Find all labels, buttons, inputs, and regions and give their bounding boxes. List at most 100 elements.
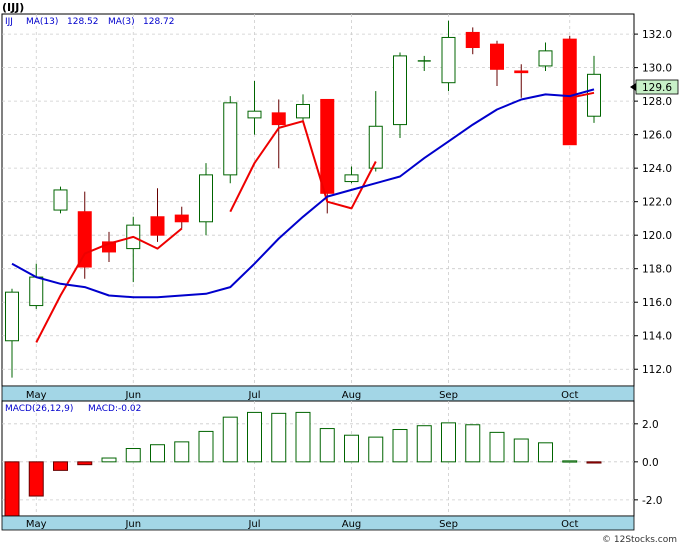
price-ytick-label-7: 126.0 [642,130,672,142]
macd-bar-2 [53,461,68,471]
watermark: © 12Stocks.com [602,535,677,545]
price-ytick-label-2: 116.0 [642,297,672,309]
legend-ma-fast-value: 128.52 [67,17,99,27]
ma-line-1 [11,88,595,299]
macd-bar-6 [150,444,165,463]
price-xtick-label-3: Aug [342,390,362,401]
macd-bar-20 [489,431,505,463]
macd-xtick-label-1: Jun [124,519,141,530]
macd-bar-7 [174,441,190,463]
last-price-box [635,79,679,95]
macd-xtick-label-3: Aug [342,519,362,530]
candle-6 [150,188,165,242]
macd-bar-3 [77,461,93,466]
macd-bar-10 [247,411,262,463]
candle-0 [5,288,19,378]
macd-x-axis-bar [1,515,635,531]
macd-bar-19 [465,424,481,463]
macd-ytick-label-1: 0.0 [642,457,659,469]
macd-value-label: MACD:-0.02 [88,404,141,414]
candle-14 [344,166,359,184]
legend-ma-fast-label: MA(13) [26,17,58,27]
legend-ma-slow-value: 128.72 [143,17,175,27]
macd-bar-18 [441,422,456,463]
price-xtick-label-4: Sep [439,390,458,401]
price-xtick-label-0: May [26,390,47,401]
candle-19 [465,27,480,55]
candle-20 [490,40,504,87]
candle-16 [393,52,407,138]
macd-bar-24 [586,461,602,464]
macd-bar-14 [344,434,359,463]
macd-bar-23 [562,460,578,463]
macd-label: MACD(26,12,9) [5,404,73,414]
price-ytick-label-4: 120.0 [642,230,672,242]
macd-bar-8 [198,430,214,463]
candle-18 [441,20,456,92]
macd-bar-5 [125,448,141,463]
candle-22 [538,42,553,71]
price-x-axis-bar [1,385,635,402]
price-panel [1,13,635,387]
candle-11 [271,99,286,169]
price-ytick-label-6: 124.0 [642,163,672,175]
macd-bar-0 [4,461,20,517]
candle-7 [174,206,189,229]
macd-bar-16 [392,429,408,463]
macd-xtick-label-4: Sep [439,519,458,530]
macd-y-axis: -2.0 0.0 2.0 [634,419,663,507]
moving-average-lines [11,88,595,343]
candle-17 [417,55,431,71]
price-ytick-label-0: 112.0 [642,364,672,376]
candle-8 [199,163,213,236]
macd-x-axis: May Jun Jul Aug Sep Oct [26,519,579,530]
macd-bar-12 [295,411,311,463]
last-price-tag: 129.6 [630,79,679,95]
price-ytick-label-10: 132.0 [642,29,672,41]
ma-line-0 [35,91,595,343]
price-ytick-label-1: 114.0 [642,331,672,343]
price-ytick-label-5: 122.0 [642,197,672,209]
macd-bar-22 [538,442,553,463]
price-x-axis: May Jun Jul Aug Sep Oct [26,390,579,401]
price-ytick-label-9: 130.0 [642,63,672,75]
macd-bar-17 [416,425,432,463]
price-xtick-label-1: Jun [124,390,141,401]
macd-bar-4 [101,457,117,463]
candle-12 [296,94,310,123]
price-ytick-label-8: 128.0 [642,96,672,108]
last-price-arrow-icon [630,83,636,91]
legend-ma-slow-label: MA(3) [108,17,135,27]
chart-title: (IJJ) [2,1,24,14]
candle-1 [29,263,44,309]
candle-21 [514,64,529,98]
macd-xtick-label-5: Oct [561,519,578,530]
candle-9 [223,96,238,184]
price-xtick-label-2: Jul [247,390,260,401]
macd-bar-11 [271,412,287,463]
macd-bar-9 [222,416,238,463]
macd-bar-13 [319,428,335,463]
price-xtick-label-5: Oct [561,390,578,401]
legend-symbol: IJJ [5,17,13,27]
price-y-axis: 112.0 114.0 116.0 118.0 120.0 122.0 124.0 126.0… [634,29,672,376]
candlesticks [5,20,601,378]
candle-10 [247,81,262,135]
price-ytick-label-3: 118.0 [642,264,672,276]
macd-legend: MACD(26,12,9) MACD:-0.02 [5,404,141,414]
macd-xtick-label-0: May [26,519,47,530]
last-price-value: 129.6 [642,82,672,94]
candle-13 [320,98,335,214]
macd-histogram [4,411,602,517]
candle-23 [562,35,577,146]
macd-bar-21 [513,438,529,463]
macd-ytick-label-0: -2.0 [642,495,663,507]
price-legend: IJJ MA(13) 128.52 MA(3) 128.72 [5,17,175,27]
macd-ytick-label-2: 2.0 [642,419,659,431]
candle-2 [53,186,68,214]
candle-15 [368,91,383,172]
macd-bar-1 [28,461,44,497]
macd-bar-15 [368,436,384,463]
